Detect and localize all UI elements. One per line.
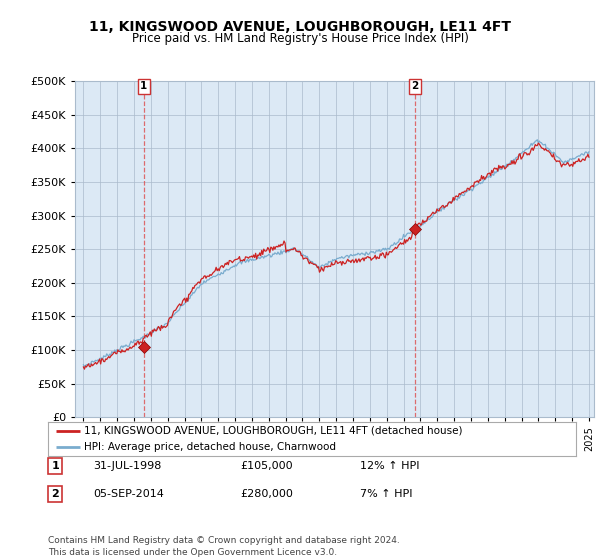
Text: £105,000: £105,000 <box>240 461 293 471</box>
Text: 2: 2 <box>52 489 59 499</box>
Text: 1: 1 <box>140 81 148 91</box>
Text: 1: 1 <box>52 461 59 471</box>
Text: 12% ↑ HPI: 12% ↑ HPI <box>360 461 419 471</box>
Text: £280,000: £280,000 <box>240 489 293 499</box>
Text: 11, KINGSWOOD AVENUE, LOUGHBOROUGH, LE11 4FT: 11, KINGSWOOD AVENUE, LOUGHBOROUGH, LE11… <box>89 20 511 34</box>
Text: 2: 2 <box>412 81 419 91</box>
Text: Contains HM Land Registry data © Crown copyright and database right 2024.
This d: Contains HM Land Registry data © Crown c… <box>48 536 400 557</box>
Text: 7% ↑ HPI: 7% ↑ HPI <box>360 489 413 499</box>
Text: HPI: Average price, detached house, Charnwood: HPI: Average price, detached house, Char… <box>84 442 336 452</box>
Text: 05-SEP-2014: 05-SEP-2014 <box>93 489 164 499</box>
Text: Price paid vs. HM Land Registry's House Price Index (HPI): Price paid vs. HM Land Registry's House … <box>131 32 469 45</box>
Text: 31-JUL-1998: 31-JUL-1998 <box>93 461 161 471</box>
Text: 11, KINGSWOOD AVENUE, LOUGHBOROUGH, LE11 4FT (detached house): 11, KINGSWOOD AVENUE, LOUGHBOROUGH, LE11… <box>84 426 463 436</box>
